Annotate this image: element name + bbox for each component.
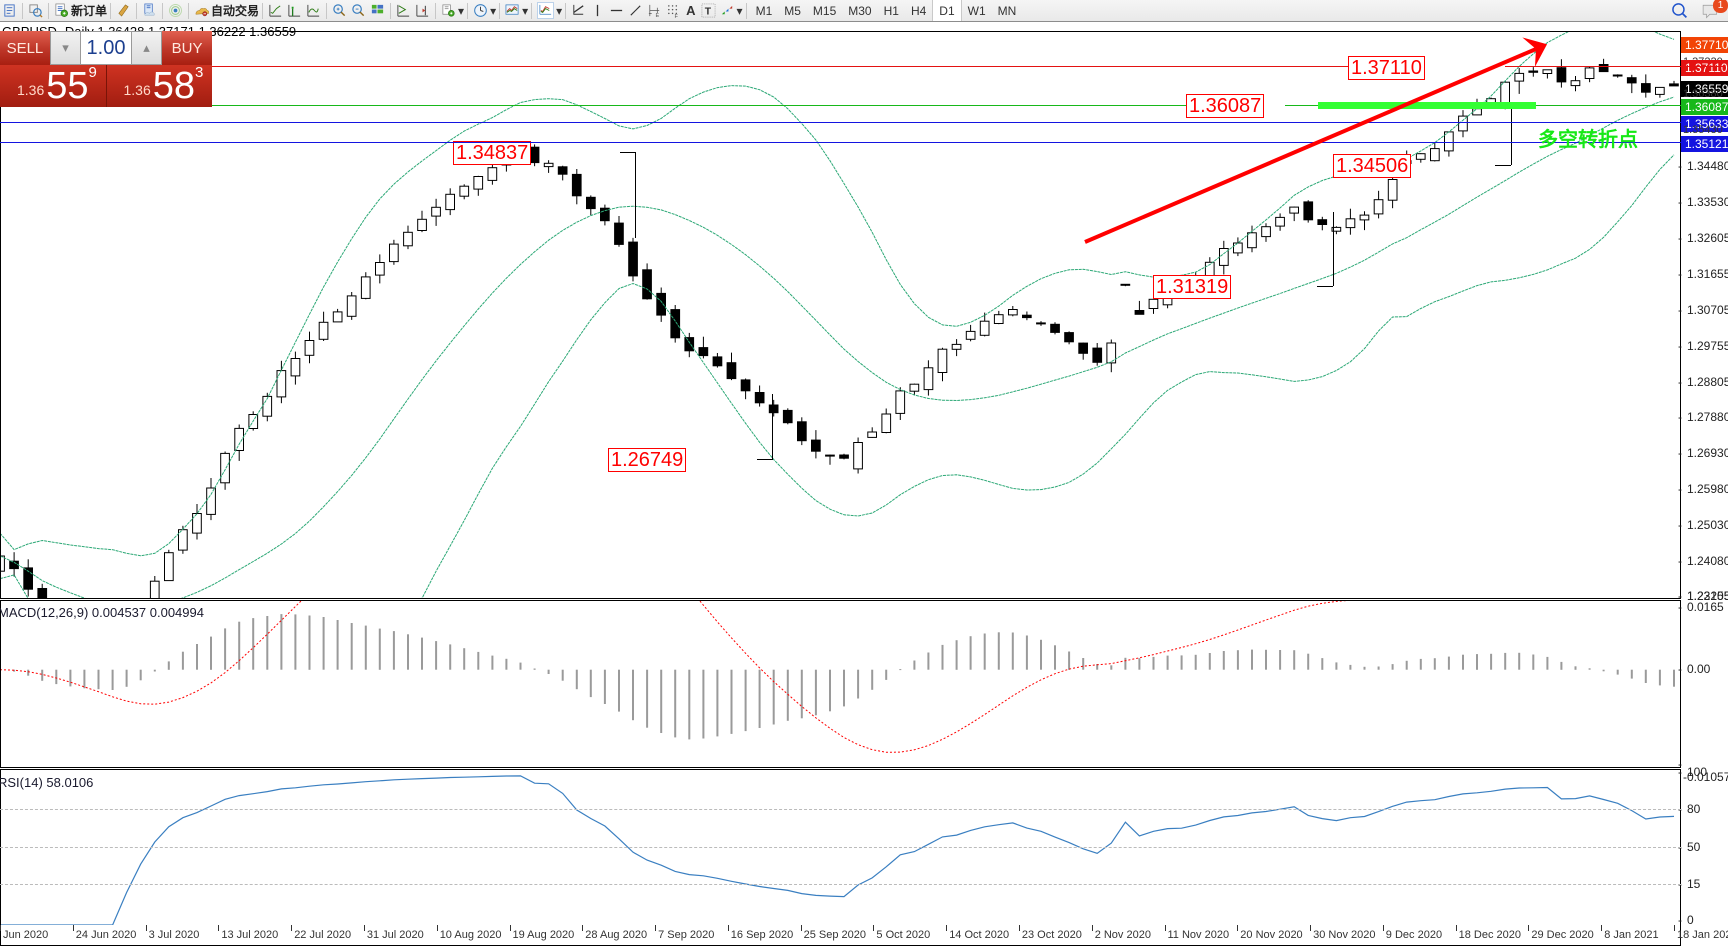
svg-text:F: F: [675, 14, 679, 18]
svg-text:E: E: [656, 13, 660, 18]
svg-text:T: T: [704, 6, 711, 17]
